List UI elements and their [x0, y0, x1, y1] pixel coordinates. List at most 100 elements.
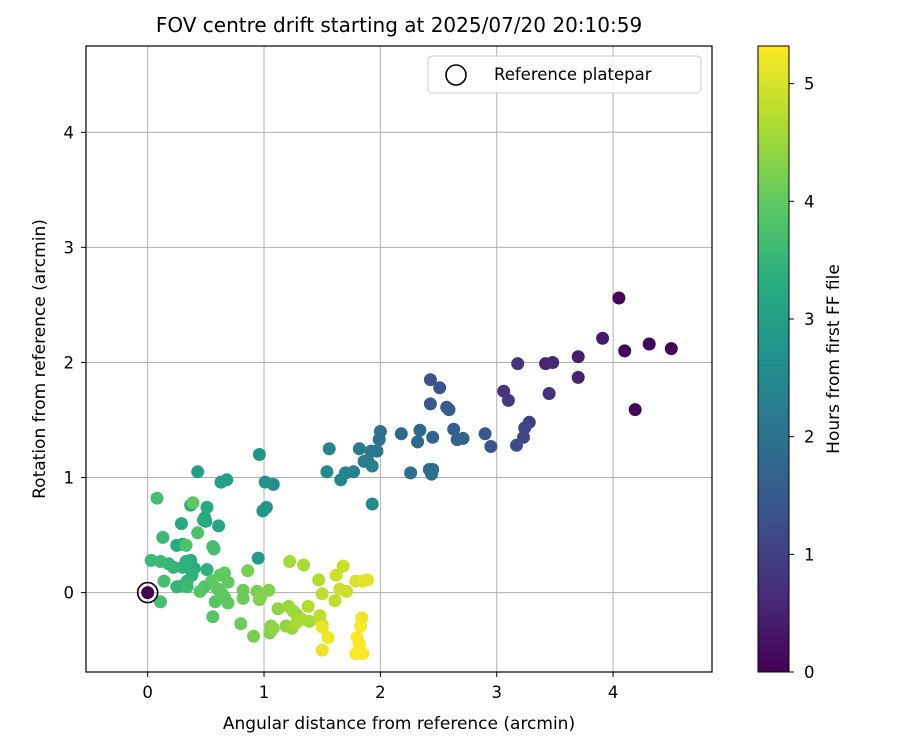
data-point — [571, 370, 585, 384]
data-point — [546, 356, 560, 369]
data-point — [501, 393, 515, 407]
data-point — [571, 350, 585, 364]
y-tick-label: 4 — [64, 123, 75, 142]
data-point — [423, 373, 437, 387]
data-point — [144, 553, 158, 567]
data-point — [510, 438, 523, 452]
data-point — [214, 475, 228, 489]
data-point — [312, 573, 326, 587]
data-point — [206, 610, 220, 624]
data-point — [193, 584, 207, 598]
data-point — [411, 435, 425, 449]
legend-entry: Reference platepar — [494, 65, 652, 84]
data-point — [251, 551, 265, 565]
colorbar-tick-label: 3 — [804, 310, 815, 329]
data-point — [426, 430, 440, 444]
data-point — [150, 491, 164, 505]
colorbar-tick-label: 5 — [804, 75, 815, 94]
data-point — [252, 448, 266, 461]
data-point — [221, 596, 235, 610]
y-axis-ticks: 0 1 2 3 4 — [64, 123, 86, 603]
x-axis-label: Angular distance from reference (arcmin) — [223, 714, 575, 734]
data-point — [221, 575, 235, 589]
data-point — [207, 542, 221, 556]
data-point — [365, 459, 379, 473]
data-point — [180, 580, 194, 594]
x-tick-label: 3 — [491, 683, 502, 702]
x-tick-label: 4 — [608, 683, 619, 702]
data-point — [258, 475, 272, 489]
data-point — [340, 584, 354, 598]
data-point — [354, 619, 368, 633]
colorbar-tick-label: 4 — [804, 192, 815, 211]
x-tick-label: 2 — [375, 683, 386, 702]
legend-box — [427, 55, 702, 94]
data-point — [425, 467, 439, 481]
reference-platepar-marker — [136, 581, 159, 604]
data-point — [542, 387, 556, 400]
data-point — [618, 344, 632, 358]
colorbar-ticks: 0 1 2 3 4 5 — [789, 75, 815, 682]
data-point — [234, 617, 248, 631]
data-point — [456, 431, 470, 445]
data-point — [301, 599, 315, 613]
legend-marker-icon — [445, 64, 467, 86]
data-point — [596, 331, 610, 345]
data-point — [262, 583, 276, 597]
data-point — [156, 530, 170, 544]
data-point — [283, 555, 297, 568]
data-point — [315, 643, 329, 657]
data-point — [442, 403, 456, 417]
data-point — [612, 291, 626, 305]
data-point — [174, 517, 188, 531]
data-point — [271, 602, 285, 616]
data-point — [334, 473, 348, 487]
data-point — [259, 500, 273, 514]
colorbar-gradient — [757, 45, 790, 673]
data-point — [329, 568, 343, 582]
x-tick-label: 1 — [259, 683, 270, 702]
data-point — [179, 538, 193, 552]
colorbar-tick-label: 2 — [804, 428, 815, 447]
data-point — [200, 563, 214, 577]
data-point — [328, 594, 342, 608]
y-tick-label: 3 — [64, 238, 75, 257]
y-axis-label: Rotation from reference (arcmin) — [30, 219, 50, 499]
data-point — [186, 496, 200, 510]
data-point — [141, 586, 155, 600]
data-point — [352, 442, 366, 456]
data-point — [423, 397, 437, 411]
data-point — [212, 519, 226, 533]
y-tick-label: 0 — [64, 584, 75, 603]
data-point — [154, 595, 167, 609]
data-point — [241, 564, 255, 578]
y-tick-label: 2 — [64, 353, 75, 372]
data-points — [141, 291, 678, 661]
data-point — [413, 423, 427, 437]
data-point — [484, 440, 498, 453]
data-point — [247, 629, 261, 643]
data-point — [191, 526, 205, 540]
data-point — [315, 620, 329, 634]
y-tick-label: 1 — [64, 469, 75, 488]
data-point — [322, 442, 336, 456]
data-point — [628, 403, 642, 417]
data-point — [511, 357, 525, 371]
grid-lines — [86, 46, 712, 672]
x-tick-label: 0 — [142, 683, 153, 702]
data-point — [372, 433, 386, 447]
data-point — [191, 465, 205, 479]
reference-marker-group — [136, 581, 159, 604]
data-point — [200, 500, 214, 514]
data-point — [320, 465, 334, 479]
data-point — [336, 559, 350, 573]
data-point — [370, 444, 384, 458]
data-point — [321, 631, 335, 644]
data-point — [664, 342, 678, 356]
x-axis-ticks: 0 1 2 3 4 — [142, 672, 618, 702]
legend: Reference platepar — [427, 55, 702, 94]
data-point — [157, 574, 171, 588]
data-point — [394, 427, 408, 441]
data-point — [447, 422, 461, 436]
